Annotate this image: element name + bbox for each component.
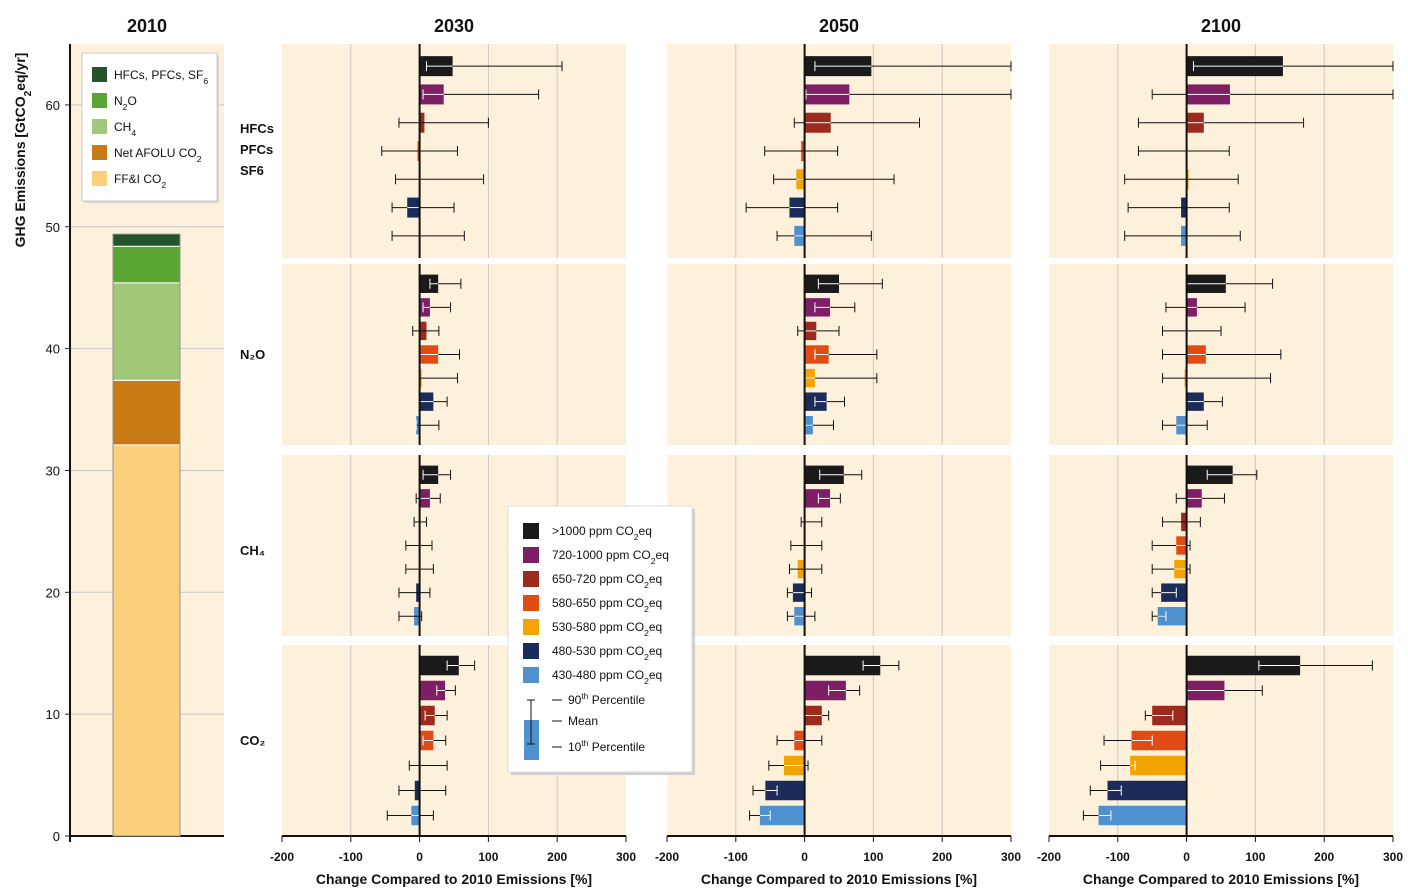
panel-title-2010: 2010 — [127, 16, 167, 36]
y-tick-label: 10 — [46, 707, 60, 722]
stack-segment — [112, 282, 181, 381]
row-label: N₂O — [240, 347, 265, 362]
y-tick-label: 50 — [46, 220, 60, 235]
stack-outline — [112, 233, 181, 837]
legend-label: 530-580 ppm CO2eq — [552, 620, 662, 638]
legend-swatch — [523, 571, 539, 587]
x-axis-label: Change Compared to 2010 Emissions [%] — [701, 871, 977, 887]
bar — [759, 805, 805, 826]
x-tick-label: 200 — [547, 850, 567, 864]
x-axis-label: Change Compared to 2010 Emissions [%] — [1083, 871, 1359, 887]
legend-label: Net AFOLU CO2 — [114, 146, 202, 164]
panel-background — [667, 455, 1011, 636]
legend-swatch — [523, 547, 539, 563]
y-tick-label: 60 — [46, 98, 60, 113]
legend-swatch — [523, 619, 539, 635]
x-tick-label: 100 — [1245, 850, 1265, 864]
bar — [1131, 730, 1187, 751]
stack-segment — [112, 233, 181, 247]
legend-label: 430-480 ppm CO2eq — [552, 668, 662, 686]
legend-label: HFCs, PFCs, SF6 — [114, 68, 208, 86]
legend-percentile-label: 10th Percentile — [568, 738, 645, 754]
x-axis-label: Change Compared to 2010 Emissions [%] — [316, 871, 592, 887]
x-tick-label: -200 — [270, 850, 294, 864]
y-tick-label: 40 — [46, 342, 60, 357]
legend-percentile-label: Mean — [568, 714, 598, 728]
x-tick-label: -100 — [724, 850, 748, 864]
panel-title-2050: 2050 — [819, 16, 859, 36]
x-tick-label: -100 — [1106, 850, 1130, 864]
legend-label: FF&I CO2 — [114, 172, 166, 190]
bar — [419, 274, 439, 293]
bar — [1130, 755, 1187, 776]
legend-swatch — [92, 119, 107, 134]
bar — [1107, 780, 1187, 801]
x-tick-label: 300 — [616, 850, 636, 864]
legend-swatch — [523, 643, 539, 659]
legend-label: 720-1000 ppm CO2eq — [552, 548, 669, 566]
legend-label: 580-650 ppm CO2eq — [552, 596, 662, 614]
row-label: CO₂ — [240, 733, 266, 748]
bar — [804, 655, 881, 676]
x-tick-label: -200 — [655, 850, 679, 864]
x-tick-label: -200 — [1037, 850, 1061, 864]
bar — [804, 680, 846, 701]
legend-swatch — [92, 67, 107, 82]
y-tick-label: 20 — [46, 585, 60, 600]
legend-swatch — [92, 171, 107, 186]
x-tick-label: 200 — [1314, 850, 1334, 864]
stack-segment — [112, 444, 181, 837]
x-tick-label: 300 — [1383, 850, 1403, 864]
row-label: SF6 — [240, 163, 264, 178]
row-label: HFCs — [240, 121, 274, 136]
legend-label: CH4 — [114, 120, 136, 138]
row-label: CH₄ — [240, 543, 265, 558]
stack-segment — [112, 379, 181, 446]
bar — [419, 680, 446, 701]
x-tick-label: -100 — [339, 850, 363, 864]
stack-segment — [112, 245, 181, 284]
bar — [804, 489, 831, 508]
y-tick-label: 0 — [53, 829, 60, 844]
bar — [1186, 655, 1301, 676]
x-tick-label: 100 — [863, 850, 883, 864]
y-axis-label: GHG Emissions [GtCO2eq/yr] — [12, 53, 34, 248]
row-label: PFCs — [240, 142, 273, 157]
x-tick-label: 0 — [1183, 850, 1190, 864]
y-tick-label: 30 — [46, 463, 60, 478]
panel-title-2030: 2030 — [434, 16, 474, 36]
x-tick-label: 200 — [932, 850, 952, 864]
legend-label: >1000 ppm CO2eq — [552, 524, 652, 542]
x-tick-label: 0 — [416, 850, 423, 864]
panel-background — [1049, 455, 1393, 636]
bar — [419, 655, 459, 676]
x-tick-label: 300 — [1001, 850, 1021, 864]
x-tick-label: 100 — [478, 850, 498, 864]
legend-swatch — [523, 595, 539, 611]
legend-label: 480-530 ppm CO2eq — [552, 644, 662, 662]
legend-label: 650-720 ppm CO2eq — [552, 572, 662, 590]
legend-label: N2O — [114, 94, 137, 112]
legend-swatch — [523, 523, 539, 539]
panel-title-2100: 2100 — [1201, 16, 1241, 36]
panel-background — [667, 645, 1011, 836]
legend-swatch — [92, 145, 107, 160]
bar — [1157, 607, 1187, 626]
x-tick-label: 0 — [801, 850, 808, 864]
panel-background — [667, 44, 1011, 258]
legend-swatch — [523, 667, 539, 683]
bar — [765, 780, 805, 801]
legend-swatch — [92, 93, 107, 108]
bar — [1098, 805, 1187, 826]
legend-percentile-label: 90th Percentile — [568, 691, 645, 707]
